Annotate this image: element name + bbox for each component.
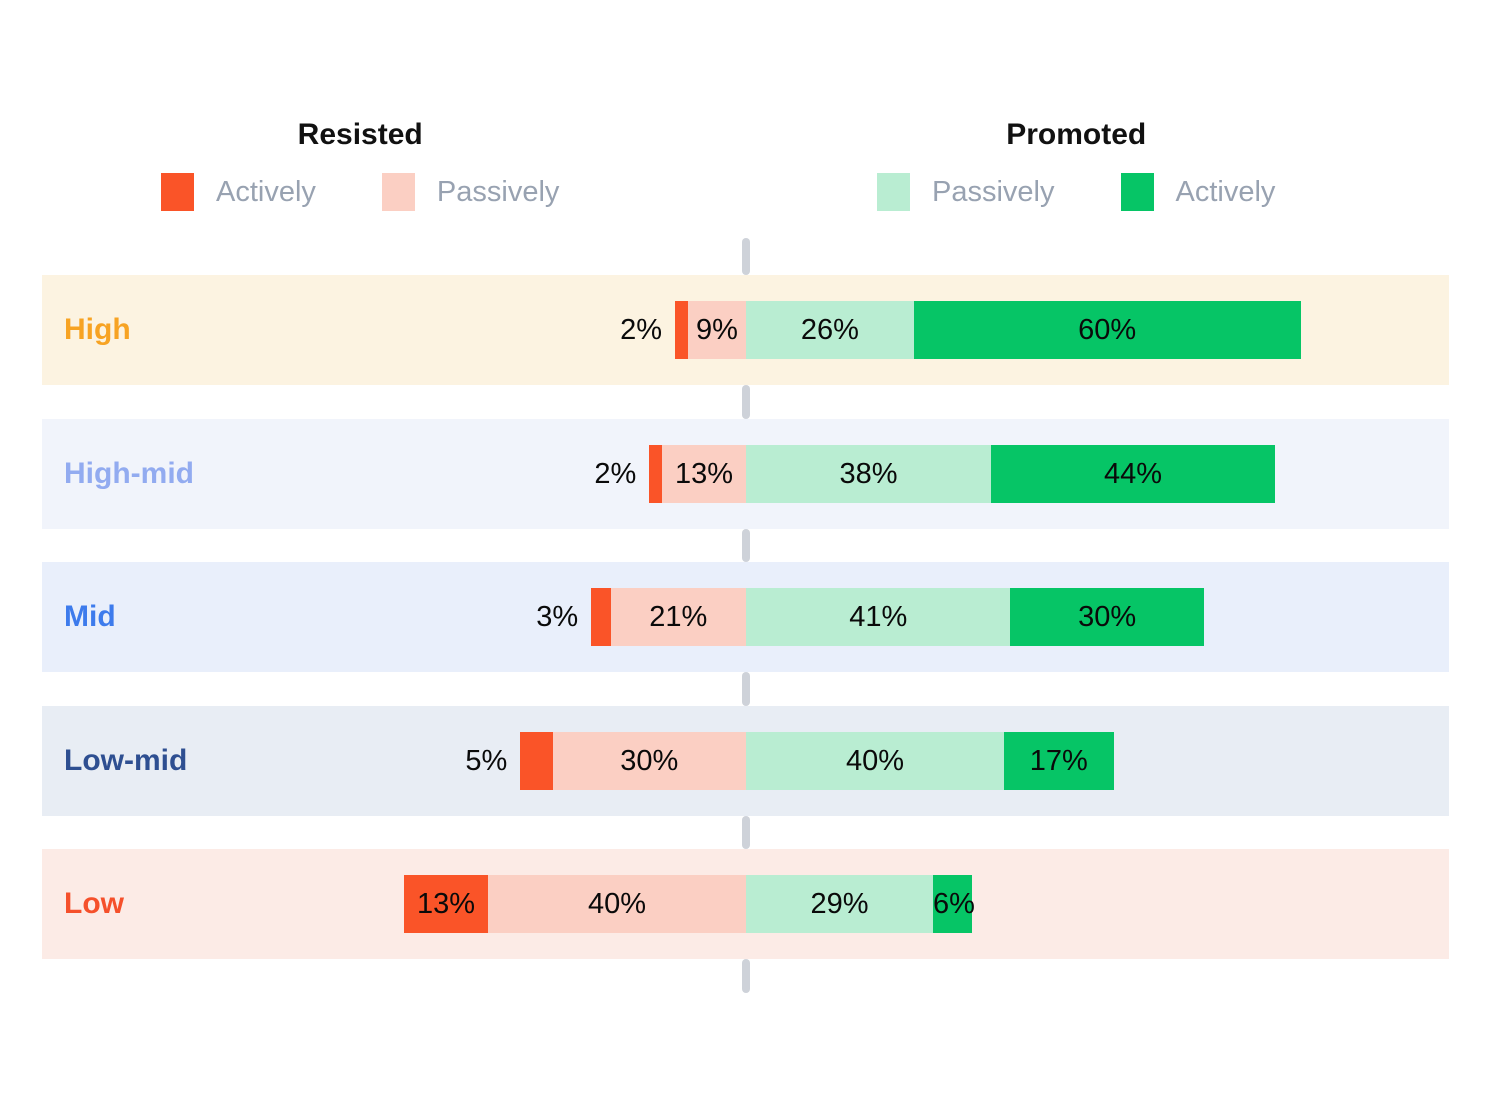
row-band-high-mid: High-mid 2% 13% 38% 44%	[42, 418, 1449, 529]
value-label-passively-resisted: 21%	[649, 601, 708, 633]
value-label-passively-resisted: 40%	[587, 888, 647, 920]
center-axis-dash-3	[742, 672, 750, 706]
value-label-passively-promoted: 41%	[849, 601, 908, 633]
legend-title-promoted: Promoted	[1006, 118, 1147, 151]
value-label-actively-resisted: 5%	[465, 744, 508, 777]
swatch-actively-promoted-icon	[1120, 173, 1154, 211]
center-axis-dash-5	[742, 959, 750, 993]
segment-passively-promoted	[746, 731, 1004, 790]
value-label-passively-promoted: 26%	[800, 314, 859, 346]
segment-actively-resisted	[404, 875, 488, 933]
center-axis-dash-4	[742, 815, 750, 849]
value-label-actively-promoted: 17%	[1029, 744, 1088, 777]
legend-item-actively-resisted: Actively	[161, 173, 316, 211]
center-axis-dash-2	[742, 528, 750, 562]
segment-actively-resisted	[520, 731, 553, 790]
legend-group-resisted: Resisted Actively Passively	[161, 118, 559, 212]
segment-actively-promoted	[913, 301, 1301, 359]
center-axis-dash-1	[742, 385, 750, 419]
value-label-actively-resisted: 13%	[417, 888, 476, 920]
row-band-high: High 2% 9% 26% 60%	[42, 275, 1449, 385]
value-label-actively-promoted: 44%	[1103, 457, 1163, 490]
segment-passively-resisted	[488, 875, 746, 933]
legend-label-actively-promoted: Actively	[1175, 175, 1276, 208]
segment-actively-promoted	[1004, 731, 1114, 790]
value-label-actively-resisted: 3%	[536, 601, 579, 633]
row-band-mid: Mid 3% 21% 41% 30%	[42, 562, 1449, 672]
segment-passively-promoted	[746, 588, 1011, 646]
value-label-actively-promoted: 6%	[933, 888, 975, 920]
legend-label-passively-resisted: Passively	[436, 175, 560, 208]
legend-item-passively-resisted: Passively	[381, 173, 560, 211]
row-label-high: High	[64, 313, 131, 346]
value-label-passively-resisted: 30%	[620, 744, 679, 777]
legend-label-actively-resisted: Actively	[216, 175, 316, 208]
swatch-passively-resisted-icon	[381, 173, 415, 211]
row-band-low: Low 13% 40% 29% 6%	[42, 849, 1449, 959]
legend-items-promoted: Passively Actively	[877, 172, 1275, 212]
segment-passively-resisted	[687, 301, 746, 359]
segment-passively-promoted	[746, 444, 992, 503]
legend-item-passively-promoted: Passively	[877, 173, 1055, 211]
segment-passively-resisted	[610, 588, 746, 646]
value-label-passively-promoted: 29%	[810, 888, 869, 920]
segment-passively-resisted	[662, 444, 746, 503]
value-label-passively-promoted: 40%	[845, 744, 905, 777]
row-band-low-mid: Low-mid 5% 30% 40% 17%	[42, 705, 1449, 816]
segment-actively-resisted	[675, 301, 688, 359]
value-label-actively-resisted: 2%	[620, 314, 663, 346]
value-label-passively-promoted: 38%	[839, 457, 898, 490]
segment-actively-resisted	[591, 588, 611, 646]
swatch-actively-resisted-icon	[161, 173, 194, 211]
segment-passively-promoted	[746, 301, 914, 359]
legend-items-resisted: Actively Passively	[161, 172, 559, 212]
row-label-mid: Mid	[64, 600, 116, 633]
segment-actively-promoted	[933, 875, 972, 933]
value-label-passively-resisted: 13%	[675, 457, 734, 490]
value-label-actively-resisted: 2%	[594, 457, 637, 490]
legend-label-passively-promoted: Passively	[932, 175, 1055, 208]
value-label-passively-resisted: 9%	[696, 314, 738, 346]
legend-item-actively-promoted: Actively	[1120, 173, 1276, 211]
segment-actively-resisted	[649, 444, 663, 503]
row-label-high-mid: High-mid	[64, 456, 194, 490]
center-axis-dash-0	[742, 238, 750, 275]
swatch-passively-promoted-icon	[877, 173, 910, 211]
legend-group-promoted: Promoted Passively Actively	[877, 118, 1275, 212]
segment-passively-resisted	[552, 731, 746, 790]
row-label-low-mid: Low-mid	[64, 743, 188, 777]
segment-actively-promoted	[991, 444, 1275, 503]
segment-actively-promoted	[1010, 588, 1204, 646]
row-label-low: Low	[64, 887, 124, 920]
value-label-actively-promoted: 60%	[1078, 314, 1137, 346]
legend-title-resisted: Resisted	[297, 118, 423, 151]
segment-passively-promoted	[746, 875, 934, 933]
value-label-actively-promoted: 30%	[1078, 601, 1137, 633]
